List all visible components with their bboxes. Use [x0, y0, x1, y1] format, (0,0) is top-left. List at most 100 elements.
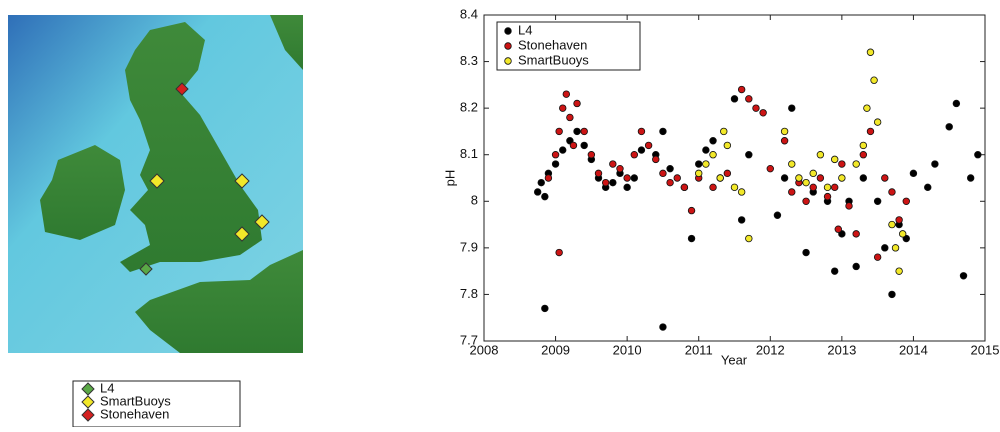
y-tick-label: 8.1 [460, 146, 478, 161]
point [867, 49, 874, 56]
point [695, 170, 702, 177]
point [631, 151, 638, 158]
legend-label: Stonehaven [518, 37, 587, 52]
y-tick-label: 8 [471, 193, 478, 208]
point [645, 142, 652, 149]
point [602, 179, 609, 186]
point [824, 184, 831, 191]
point [803, 179, 810, 186]
point [903, 198, 910, 205]
point [624, 175, 631, 182]
point [542, 193, 549, 200]
point [753, 105, 760, 112]
y-axis-label: pH [442, 170, 457, 187]
point [534, 189, 541, 196]
x-tick-label: 2011 [685, 342, 713, 357]
point [710, 137, 717, 144]
y-tick-label: 8.4 [460, 6, 478, 21]
point [874, 119, 881, 126]
point [688, 207, 695, 214]
point [681, 184, 688, 191]
point [803, 249, 810, 256]
x-tick-label: 2015 [971, 342, 1000, 357]
point [860, 175, 867, 182]
x-tick-label: 2012 [756, 342, 785, 357]
point [652, 156, 659, 163]
point [595, 170, 602, 177]
point [860, 142, 867, 149]
point [574, 100, 581, 107]
point [610, 161, 617, 168]
point [760, 110, 767, 117]
point [796, 175, 803, 182]
point [746, 235, 753, 242]
point [803, 198, 810, 205]
point [853, 231, 860, 238]
point [710, 151, 717, 158]
point [624, 184, 631, 191]
point [567, 114, 574, 121]
legend-label: SmartBuoys [518, 52, 589, 67]
point [588, 151, 595, 158]
point [559, 147, 566, 154]
point [781, 128, 788, 135]
point [781, 137, 788, 144]
point [910, 170, 917, 177]
point [892, 245, 899, 252]
point [889, 189, 896, 196]
point [731, 96, 738, 103]
point [542, 305, 549, 312]
point [817, 151, 824, 158]
point [867, 128, 874, 135]
point [720, 128, 727, 135]
point [953, 100, 960, 107]
point [545, 175, 552, 182]
point [724, 170, 731, 177]
point [853, 263, 860, 270]
point [570, 142, 577, 149]
point [889, 221, 896, 228]
point [853, 161, 860, 168]
point [581, 128, 588, 135]
point [864, 105, 871, 112]
point [788, 105, 795, 112]
legend-label: Stonehaven [100, 406, 169, 421]
point [788, 189, 795, 196]
legend-label: L4 [518, 22, 532, 37]
point [710, 184, 717, 191]
map [8, 15, 303, 427]
point [924, 184, 931, 191]
point [688, 235, 695, 242]
y-tick-label: 7.7 [460, 332, 478, 347]
point [703, 147, 710, 154]
point [724, 142, 731, 149]
y-tick-label: 7.9 [460, 239, 478, 254]
point [563, 91, 570, 98]
point [667, 179, 674, 186]
point [660, 324, 667, 331]
point [810, 170, 817, 177]
point [738, 86, 745, 93]
point [559, 105, 566, 112]
point [674, 175, 681, 182]
point [631, 175, 638, 182]
point [660, 128, 667, 135]
point [839, 175, 846, 182]
point [932, 161, 939, 168]
point [538, 179, 545, 186]
point [889, 291, 896, 298]
y-tick-label: 8.2 [460, 100, 478, 115]
x-tick-label: 2009 [541, 342, 570, 357]
point [896, 268, 903, 275]
point [738, 217, 745, 224]
x-axis-label: Year [721, 352, 748, 367]
point [556, 128, 563, 135]
point [882, 245, 889, 252]
point [552, 161, 559, 168]
point [781, 175, 788, 182]
point [774, 212, 781, 219]
point [967, 175, 974, 182]
point [839, 161, 846, 168]
point [824, 193, 831, 200]
point [975, 151, 982, 158]
